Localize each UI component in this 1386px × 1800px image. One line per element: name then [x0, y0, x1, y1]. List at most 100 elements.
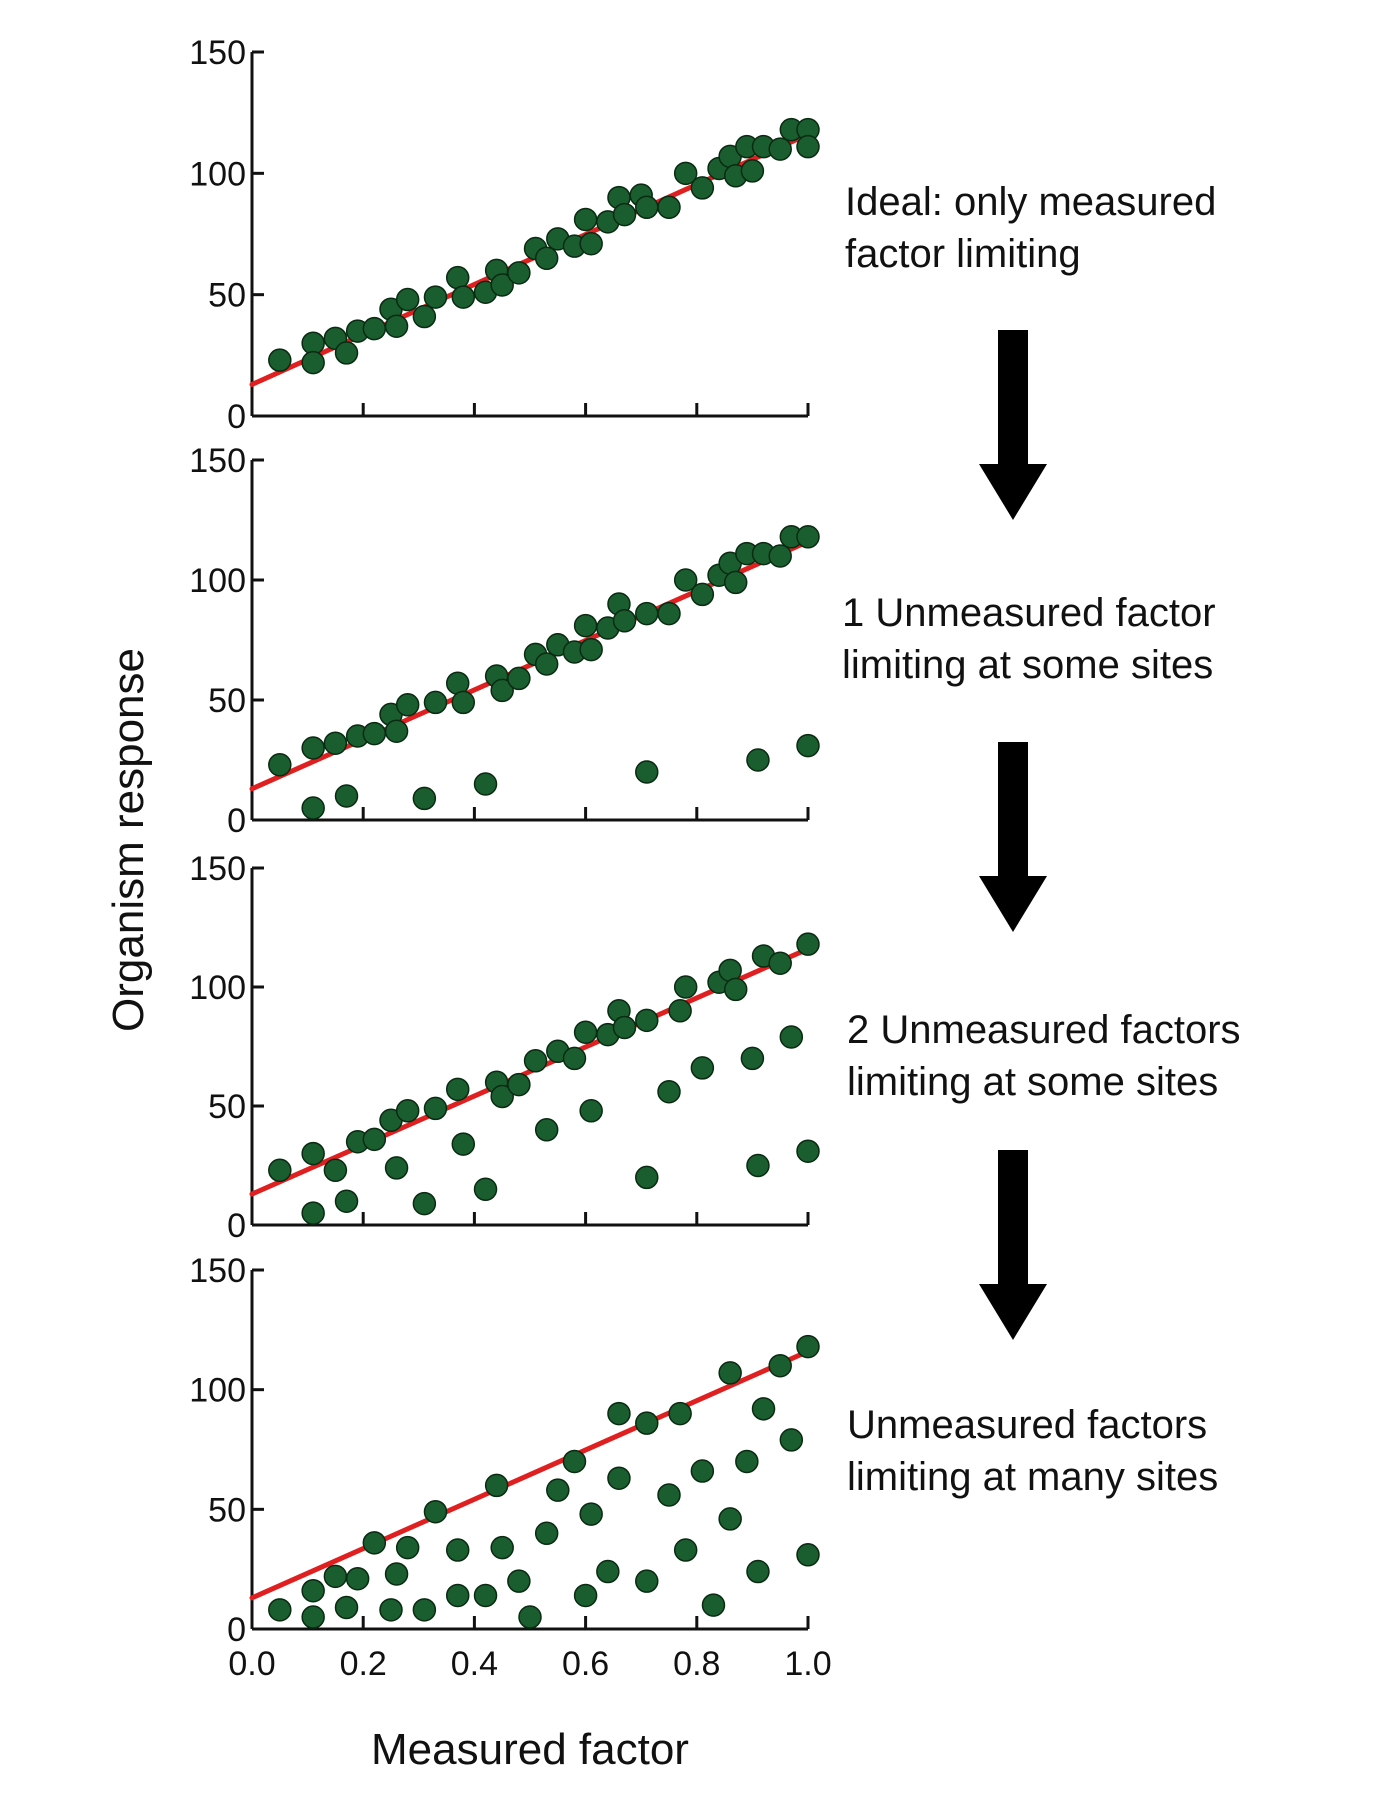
down-arrow-icon-2: [979, 742, 1047, 932]
data-point: [334, 341, 359, 365]
data-point: [635, 760, 659, 784]
data-point: [668, 999, 692, 1023]
data-point: [451, 285, 476, 309]
data-point: [657, 601, 681, 626]
data-point: [301, 1578, 325, 1603]
y-tick-label: 100: [189, 1372, 246, 1410]
data-point: [268, 1158, 292, 1183]
data-point: [395, 1535, 420, 1560]
data-point: [534, 652, 559, 676]
data-point: [768, 544, 792, 568]
data-point: [490, 1535, 514, 1560]
data-point: [573, 1020, 598, 1044]
data-point: [445, 1583, 470, 1608]
data-point: [334, 1595, 359, 1620]
y-tick-label: 50: [208, 682, 246, 720]
data-point: [384, 314, 409, 338]
data-point: [345, 1566, 370, 1591]
data-point: [412, 304, 437, 329]
data-point: [562, 1046, 587, 1071]
data-point: [796, 733, 820, 758]
data-point: [445, 1077, 470, 1102]
data-point: [612, 609, 637, 633]
data-point: [423, 1499, 448, 1524]
data-point: [379, 1598, 403, 1622]
data-point: [718, 1361, 742, 1385]
data-point: [579, 231, 603, 256]
data-point: [473, 1583, 498, 1608]
data-point: [668, 1401, 692, 1426]
data-point: [768, 137, 792, 161]
caption-4-line-1: Unmeasured factors: [847, 1403, 1208, 1447]
y-tick-label: 0: [227, 398, 246, 436]
data-point: [384, 1562, 409, 1586]
caption-2: 1 Unmeasured factor limiting at some sit…: [842, 587, 1216, 691]
data-point: [395, 287, 420, 312]
data-point: [573, 207, 598, 232]
data-point: [573, 613, 598, 638]
x-axis-title: Measured factor: [371, 1725, 689, 1774]
caption-1-line-1: Ideal: only measured: [845, 180, 1217, 224]
data-point: [362, 316, 387, 341]
data-point: [546, 1478, 570, 1502]
data-point: [673, 161, 698, 186]
data-point: [635, 195, 659, 220]
data-point: [423, 285, 448, 309]
data-point: [334, 1189, 359, 1213]
data-point: [690, 176, 715, 200]
x-tick-label: 0.8: [673, 1645, 720, 1683]
data-point: [451, 1132, 476, 1156]
data-point: [301, 1141, 325, 1166]
x-tick-label: 0.0: [228, 1645, 275, 1683]
caption-4-line-2: limiting at many sites: [847, 1455, 1219, 1499]
data-point: [690, 582, 715, 607]
x-tick-label: 1.0: [784, 1645, 831, 1683]
caption-2-line-2: limiting at some sites: [842, 643, 1214, 687]
data-point: [796, 1139, 820, 1163]
y-tick-label: 50: [208, 1088, 246, 1126]
data-point: [490, 273, 514, 297]
caption-3-line-1: 2 Unmeasured factors: [847, 1008, 1241, 1052]
data-point: [562, 1449, 587, 1474]
data-point: [507, 666, 531, 691]
data-point: [779, 1428, 804, 1452]
data-point: [484, 1473, 509, 1498]
caption-4: Unmeasured factors limiting at many site…: [847, 1399, 1218, 1503]
down-arrow-icon-3: [979, 1150, 1047, 1340]
data-point: [362, 1127, 387, 1152]
data-point: [579, 637, 603, 662]
data-point: [796, 932, 820, 956]
data-point: [657, 1483, 681, 1507]
data-point: [323, 731, 348, 755]
data-point: [796, 525, 820, 549]
data-point: [673, 568, 698, 592]
y-tick-label: 50: [208, 1491, 246, 1529]
data-point: [301, 796, 325, 820]
data-point: [751, 1397, 776, 1421]
y-tick-label: 150: [189, 442, 246, 480]
data-point: [395, 1099, 420, 1123]
data-point: [796, 1334, 820, 1359]
data-point: [723, 977, 748, 1002]
y-tick-label: 150: [189, 1252, 246, 1290]
y-tick-label: 100: [189, 969, 246, 1007]
data-point: [607, 1401, 631, 1426]
data-point: [796, 1543, 820, 1567]
data-point: [690, 1056, 715, 1080]
data-point: [473, 1177, 498, 1202]
data-point: [423, 1096, 448, 1121]
x-tick-label: 0.6: [562, 1645, 609, 1683]
data-point: [395, 693, 420, 717]
data-point: [718, 1507, 742, 1531]
down-arrow-icon-1: [979, 330, 1047, 520]
data-point: [412, 1598, 437, 1622]
data-point: [635, 1165, 659, 1190]
caption-3-line-2: limiting at some sites: [847, 1060, 1219, 1104]
data-point: [746, 1153, 770, 1178]
data-point: [301, 736, 325, 760]
caption-2-line-1: 1 Unmeasured factor: [842, 591, 1216, 635]
data-point: [473, 772, 498, 796]
data-point: [301, 1605, 325, 1629]
data-point: [268, 1598, 292, 1622]
